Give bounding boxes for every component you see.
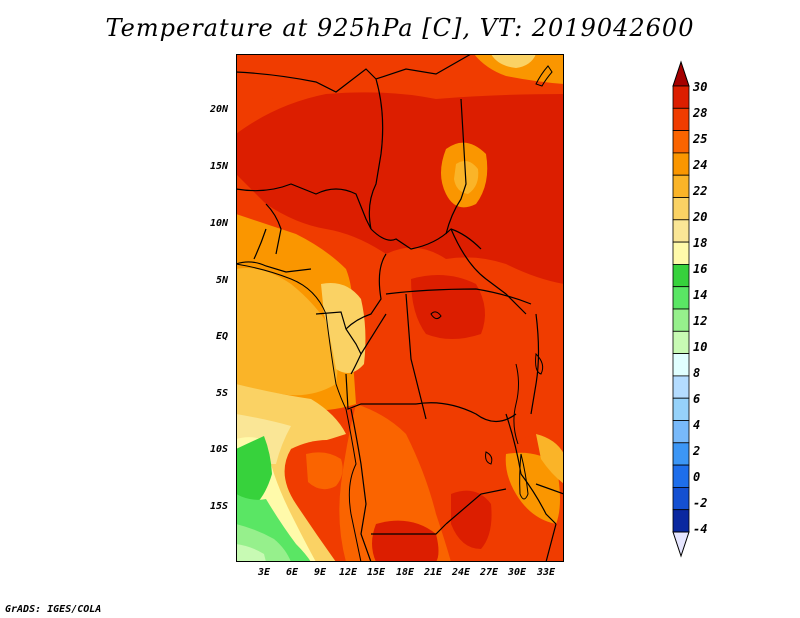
color-bar bbox=[672, 60, 690, 558]
color-bar-label: 22 bbox=[693, 184, 708, 198]
color-bar-swatch bbox=[672, 397, 690, 421]
color-bar-swatch bbox=[672, 219, 690, 243]
color-bar-swatch bbox=[672, 174, 690, 198]
x-tick-label: 24E bbox=[451, 567, 471, 578]
x-tick-label: 33E bbox=[536, 567, 556, 578]
color-bar-swatch bbox=[672, 263, 690, 288]
color-bar-label: 24 bbox=[693, 158, 708, 172]
x-tick-label: 30E bbox=[507, 567, 527, 578]
color-bar-label: 2 bbox=[693, 444, 701, 458]
y-tick-label: EQ bbox=[215, 331, 228, 342]
color-bar-label: -4 bbox=[693, 522, 708, 536]
color-bar-label: 10 bbox=[693, 340, 708, 354]
color-bar-swatch bbox=[672, 330, 690, 354]
color-bar-label: -2 bbox=[693, 496, 708, 510]
color-bar-swatch bbox=[672, 486, 690, 511]
color-bar-bottom-arrow bbox=[672, 531, 690, 558]
x-tick-label: 3E bbox=[257, 567, 271, 578]
color-bar-label: 8 bbox=[693, 366, 701, 380]
y-tick-label: 15S bbox=[209, 501, 228, 512]
y-tick-label: 5S bbox=[215, 388, 228, 399]
color-bar-top-arrow bbox=[672, 60, 690, 87]
color-bar-label: 28 bbox=[693, 106, 708, 120]
color-bar-swatch bbox=[672, 85, 690, 109]
x-tick-label: 12E bbox=[338, 567, 358, 578]
color-bar-swatch bbox=[672, 197, 690, 221]
x-tick-label: 6E bbox=[285, 567, 299, 578]
color-bar-label: 4 bbox=[693, 418, 701, 432]
y-tick-label: 15N bbox=[209, 161, 228, 172]
color-bar-label: 12 bbox=[693, 314, 708, 328]
color-bar-swatch bbox=[672, 152, 690, 176]
color-bar-swatch bbox=[672, 107, 690, 131]
color-bar-label: 18 bbox=[693, 236, 708, 250]
color-bar-label: 30 bbox=[693, 80, 708, 94]
y-tick-label: 10N bbox=[209, 218, 228, 229]
color-bar-swatch bbox=[672, 375, 690, 399]
color-bar-swatch bbox=[672, 353, 690, 377]
x-tick-label: 9E bbox=[313, 567, 327, 578]
color-bar-label: 0 bbox=[693, 470, 701, 484]
color-bar-swatch bbox=[672, 308, 690, 332]
color-bar-swatch bbox=[672, 130, 690, 154]
color-bar-swatch bbox=[672, 286, 690, 310]
x-tick-label: 18E bbox=[395, 567, 415, 578]
color-bar-label: 14 bbox=[693, 288, 708, 302]
x-tick-label: 27E bbox=[479, 567, 499, 578]
color-bar-swatch bbox=[672, 420, 690, 444]
map-title: Temperature at 925hPa [C], VT: 201904260… bbox=[105, 14, 695, 42]
x-tick-label: 15E bbox=[366, 567, 386, 578]
color-bar-label: 6 bbox=[693, 392, 701, 406]
color-bar-label: 16 bbox=[693, 262, 708, 276]
color-bar-label: 25 bbox=[693, 132, 708, 146]
color-bar-swatch bbox=[672, 241, 690, 265]
temperature-field bbox=[236, 54, 564, 562]
color-bar-label: 20 bbox=[693, 210, 708, 224]
y-tick-label: 20N bbox=[209, 104, 228, 115]
temperature-map bbox=[236, 54, 564, 562]
y-tick-label: 5N bbox=[215, 275, 228, 286]
color-bar-swatch bbox=[672, 464, 690, 488]
grads-credit: GrADS: IGES/COLA bbox=[5, 604, 102, 615]
x-tick-label: 21E bbox=[423, 567, 443, 578]
y-tick-label: 10S bbox=[209, 444, 228, 455]
color-bar-swatch bbox=[672, 442, 690, 466]
color-bar-swatch bbox=[672, 509, 690, 533]
